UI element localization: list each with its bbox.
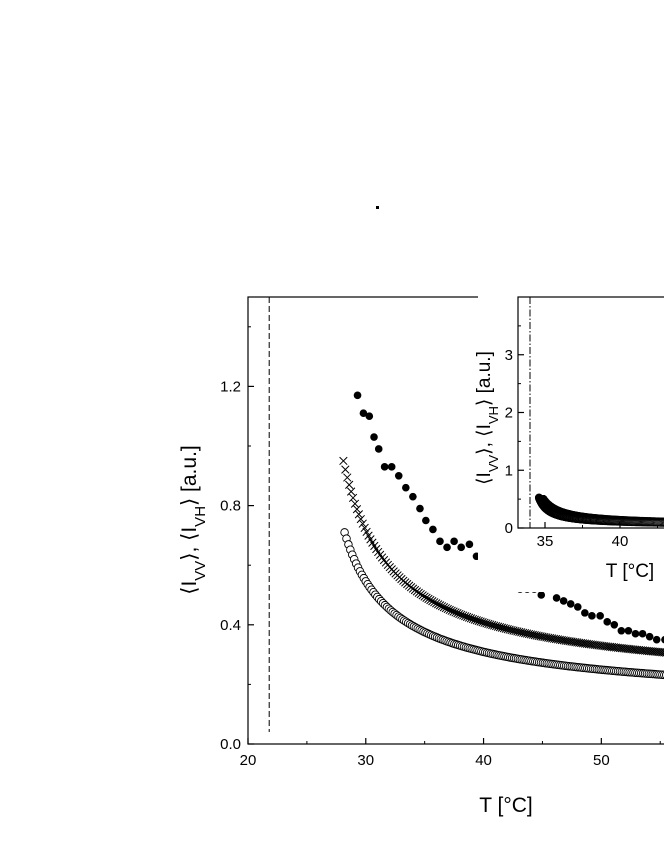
inset-chart: 354040123 T [°C] ⟨IVV⟩, ⟨IVH⟩ [a.u.] (474, 292, 664, 592)
main-data-point (559, 597, 568, 605)
main-data-point (422, 516, 430, 525)
main-data-point (433, 600, 443, 609)
main-y-tick-label: 0.8 (220, 498, 241, 515)
main-data-point (552, 594, 561, 602)
main-data-point (345, 480, 354, 489)
main-data-point (610, 621, 619, 629)
main-data-point (450, 537, 458, 546)
main-data-point (432, 599, 441, 608)
main-data-point (402, 483, 410, 492)
main-x-tick-label: 50 (593, 752, 610, 769)
main-data-point (387, 463, 396, 471)
main-data-point (436, 537, 444, 546)
main-data-point (426, 595, 435, 605)
inset-y-tick-label: 3 (505, 347, 513, 364)
main-data-point (660, 648, 664, 657)
main-data-point (624, 626, 633, 635)
inset-series-open-circle (534, 493, 664, 527)
main-axes: 20 30 40 500.00.40.81.2 (220, 296, 664, 769)
main-data-point (457, 543, 465, 552)
inset-plot-area (529, 297, 664, 528)
main-data-point (566, 600, 575, 608)
main-data-point (374, 445, 383, 453)
inset-y-tick-label: 1 (505, 462, 513, 479)
main-data-point (350, 499, 360, 508)
main-data-point (394, 472, 403, 480)
main-chart: 20 30 40 500.00.40.81.2 T [°C] ⟨IVV⟩, ⟨IVH⟩… (178, 296, 664, 817)
main-data-point (354, 510, 364, 519)
inset-y-tick-label: 0 (505, 520, 513, 537)
main-data-point (658, 648, 664, 657)
stray-dot (376, 206, 379, 209)
main-y-tick-label: 0.0 (220, 736, 241, 753)
main-data-point (416, 504, 424, 513)
main-data-point (346, 487, 356, 496)
main-y-tick-label: 1.2 (220, 378, 241, 395)
main-x-axis-title: T [°C] (479, 794, 533, 817)
main-data-point (341, 465, 350, 474)
main-data-point (352, 505, 362, 514)
main-series-open-circle (340, 528, 664, 680)
main-data-point (645, 632, 654, 641)
main-data-point (465, 540, 474, 549)
main-data-point (581, 609, 589, 617)
main-data-point (380, 463, 389, 471)
main-plot-area (268, 297, 664, 732)
inset-x-tick-label: 40 (612, 533, 629, 550)
main-data-point (430, 598, 439, 607)
main-data-point (596, 612, 604, 620)
main-data-point (631, 629, 640, 638)
inset-data-layer (529, 297, 664, 528)
main-data-point (422, 593, 431, 602)
main-series-cross (339, 456, 664, 657)
main-data-point (359, 409, 368, 418)
main-data-point (573, 603, 582, 611)
main-data-point (661, 636, 664, 644)
main-y-tick-label: 0.4 (220, 617, 241, 634)
inset-background (478, 292, 664, 592)
main-data-point (603, 618, 612, 626)
main-data-point (348, 493, 358, 503)
inset-x-tick-label: 35 (537, 533, 554, 550)
main-y-axis-title: ⟨IVV⟩, ⟨IVH⟩ [a.u.] (178, 445, 209, 595)
inset-x-axis-title: T [°C] (606, 561, 654, 582)
inset-y-tick-label: 2 (505, 405, 513, 422)
main-data-point (617, 626, 626, 635)
main-data-point (429, 525, 437, 534)
main-data-layer (268, 297, 664, 732)
main-data-point (358, 519, 367, 528)
main-data-point (428, 597, 437, 606)
main-x-tick-label: 40 (475, 752, 492, 769)
main-data-point (588, 612, 596, 620)
main-data-point (365, 412, 374, 421)
main-data-point (638, 629, 647, 638)
main-data-point (339, 456, 348, 466)
main-x-tick-label: 20 (240, 752, 257, 769)
inset-axes: 354040123 (505, 296, 664, 550)
main-data-point (420, 592, 429, 601)
inset-y-axis-title: ⟨IVV⟩, ⟨IVH⟩ [a.u.] (474, 351, 501, 485)
main-data-point (353, 391, 362, 400)
main-data-point (360, 523, 369, 533)
main-data-point (356, 514, 365, 524)
main-data-point (424, 594, 433, 604)
main-data-point (652, 635, 661, 644)
main-data-point (443, 543, 451, 552)
main-data-point (370, 433, 378, 441)
main-x-tick-label: 30 (357, 752, 374, 769)
main-plot-frame (247, 296, 664, 745)
main-data-point (343, 473, 352, 482)
main-data-point (537, 591, 546, 599)
main-data-point (409, 492, 417, 501)
